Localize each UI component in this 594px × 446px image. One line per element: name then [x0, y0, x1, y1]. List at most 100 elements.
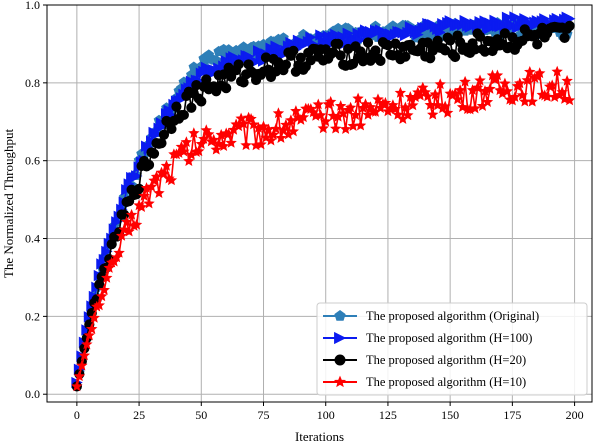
data-point	[561, 74, 573, 86]
data-point	[178, 109, 189, 121]
data-point	[491, 69, 504, 81]
data-point	[217, 140, 230, 152]
data-point	[165, 174, 178, 186]
data-point	[93, 299, 105, 311]
data-point	[156, 138, 167, 149]
x-tick-label: 0	[74, 408, 80, 422]
y-tick-label: 0.8	[25, 76, 40, 90]
data-point	[98, 284, 110, 295]
data-point	[429, 88, 441, 100]
data-point	[402, 109, 414, 121]
legend-label: The proposed algorithm (H=100)	[366, 331, 532, 345]
data-point	[320, 115, 332, 127]
data-point	[335, 50, 346, 61]
data-point	[73, 370, 86, 382]
data-point	[125, 208, 138, 220]
data-point	[148, 148, 160, 159]
data-point	[237, 117, 250, 129]
data-point	[450, 51, 461, 63]
data-point	[427, 108, 439, 120]
data-point	[213, 138, 225, 149]
data-point	[422, 90, 434, 102]
x-tick-label: 50	[195, 408, 207, 422]
data-point	[158, 167, 170, 179]
data-point	[434, 78, 446, 90]
data-point	[375, 55, 386, 66]
data-point	[394, 86, 407, 98]
data-point	[113, 246, 125, 258]
data-point	[257, 120, 270, 132]
legend-marker	[334, 310, 346, 321]
data-point	[272, 107, 285, 119]
data-point	[507, 32, 518, 43]
data-point	[445, 35, 456, 46]
data-point	[83, 329, 96, 341]
data-point	[521, 74, 533, 86]
data-point	[354, 119, 367, 131]
axis-ticks: 0 25 50 75 100 125 150 175 200 0.0 0.2 0.4 0.6 0.8 1.0	[25, 0, 584, 422]
data-point	[131, 170, 143, 182]
x-tick-label: 100	[317, 408, 335, 422]
data-point	[315, 109, 327, 121]
data-point	[115, 229, 128, 241]
data-point	[240, 139, 252, 151]
data-point	[333, 38, 344, 49]
y-tick-label: 0.4	[25, 232, 40, 246]
data-point	[81, 338, 93, 350]
legend-label: The proposed algorithm (H=20)	[366, 353, 526, 367]
series-layer	[71, 11, 576, 392]
data-point	[352, 92, 364, 104]
data-point	[275, 132, 287, 143]
data-point	[188, 127, 200, 139]
data-point	[400, 51, 411, 62]
data-point	[183, 155, 195, 167]
data-point	[120, 215, 133, 227]
data-point	[210, 143, 222, 155]
data-point	[325, 95, 337, 107]
data-point	[78, 349, 91, 361]
data-point	[158, 129, 170, 140]
data-point	[255, 138, 267, 150]
data-point	[329, 122, 342, 134]
data-point	[265, 134, 277, 146]
data-point	[509, 91, 521, 102]
data-point	[96, 290, 108, 302]
data-point	[123, 225, 135, 237]
data-point	[349, 109, 362, 120]
legend-marker	[334, 354, 346, 366]
data-point	[407, 99, 419, 111]
y-axis-label: The Normalized Throughput	[1, 129, 16, 279]
x-tick-label: 150	[441, 408, 459, 422]
legend-label: The proposed algorithm (H=10)	[366, 375, 526, 389]
y-tick-label: 0.2	[25, 309, 40, 323]
data-point	[160, 159, 173, 171]
x-tick-label: 200	[566, 408, 584, 422]
data-point	[186, 102, 197, 113]
data-point	[364, 101, 377, 113]
data-point	[516, 89, 529, 101]
data-point	[532, 39, 543, 50]
data-point	[379, 97, 392, 108]
data-point	[138, 190, 150, 201]
data-point	[103, 262, 115, 273]
data-point	[180, 136, 193, 148]
x-tick-label: 125	[379, 408, 397, 422]
data-point	[339, 123, 352, 135]
data-point	[201, 74, 212, 85]
legend-label: The proposed algorithm (Original)	[366, 309, 539, 323]
data-point	[451, 93, 464, 105]
data-point	[135, 201, 148, 213]
data-point	[481, 96, 494, 107]
data-point	[501, 85, 514, 97]
data-point	[280, 59, 292, 70]
data-point	[143, 159, 155, 170]
data-point	[344, 101, 357, 113]
data-point	[454, 84, 466, 96]
data-point	[559, 32, 570, 43]
x-tick-label: 25	[133, 408, 145, 422]
data-point	[399, 101, 412, 113]
legend-marker	[333, 375, 347, 388]
data-point	[145, 180, 158, 192]
y-tick-label: 0.0	[25, 387, 40, 401]
